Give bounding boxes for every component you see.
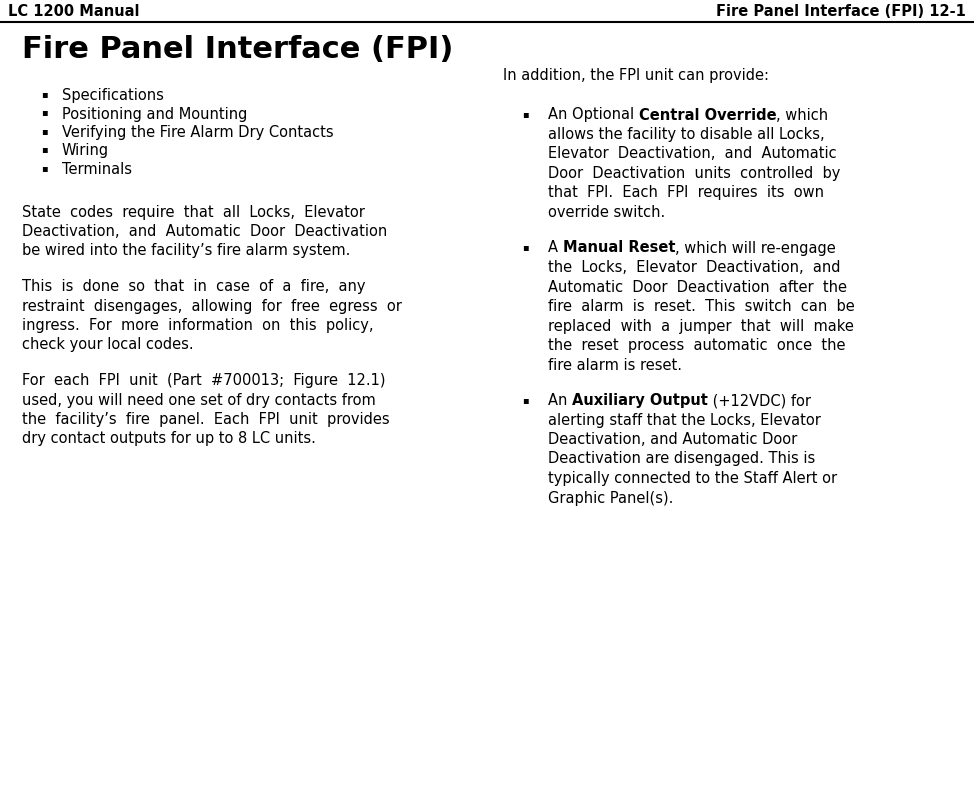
Text: Manual Reset: Manual Reset	[563, 241, 675, 255]
Text: (+12VDC) for: (+12VDC) for	[708, 393, 811, 408]
Text: Automatic  Door  Deactivation  after  the: Automatic Door Deactivation after the	[548, 280, 847, 294]
Text: Fire Panel Interface (FPI): Fire Panel Interface (FPI)	[22, 35, 453, 64]
Text: , which will re-engage: , which will re-engage	[675, 241, 836, 255]
Text: Deactivation,  and  Automatic  Door  Deactivation: Deactivation, and Automatic Door Deactiv…	[22, 224, 388, 239]
Text: For  each  FPI  unit  (Part  #700013;  Figure  12.1): For each FPI unit (Part #700013; Figure …	[22, 373, 386, 388]
Text: typically connected to the Staff Alert or: typically connected to the Staff Alert o…	[548, 471, 837, 486]
Text: the  facility’s  fire  panel.  Each  FPI  unit  provides: the facility’s fire panel. Each FPI unit…	[22, 412, 390, 427]
Text: This  is  done  so  that  in  case  of  a  fire,  any: This is done so that in case of a fire, …	[22, 279, 365, 294]
Text: ▪: ▪	[522, 242, 528, 252]
Text: Elevator  Deactivation,  and  Automatic: Elevator Deactivation, and Automatic	[548, 146, 837, 162]
Text: Door  Deactivation  units  controlled  by: Door Deactivation units controlled by	[548, 166, 841, 181]
Text: override switch.: override switch.	[548, 205, 665, 220]
Text: Specifications: Specifications	[62, 88, 164, 103]
Text: the  Locks,  Elevator  Deactivation,  and: the Locks, Elevator Deactivation, and	[548, 260, 841, 275]
Text: ▪: ▪	[41, 89, 48, 99]
Text: State  codes  require  that  all  Locks,  Elevator: State codes require that all Locks, Elev…	[22, 204, 365, 220]
Text: fire  alarm  is  reset.  This  switch  can  be: fire alarm is reset. This switch can be	[548, 299, 855, 314]
Text: ▪: ▪	[522, 395, 528, 405]
Text: ▪: ▪	[41, 107, 48, 117]
Text: Graphic Panel(s).: Graphic Panel(s).	[548, 490, 673, 506]
Text: fire alarm is reset.: fire alarm is reset.	[548, 357, 682, 372]
Text: be wired into the facility’s fire alarm system.: be wired into the facility’s fire alarm …	[22, 243, 351, 259]
Text: Verifying the Fire Alarm Dry Contacts: Verifying the Fire Alarm Dry Contacts	[62, 125, 334, 140]
Text: alerting staff that the Locks, Elevator: alerting staff that the Locks, Elevator	[548, 413, 821, 427]
Text: Central Override: Central Override	[639, 107, 776, 123]
Text: Deactivation are disengaged. This is: Deactivation are disengaged. This is	[548, 452, 815, 466]
Text: ▪: ▪	[41, 145, 48, 154]
Text: A: A	[548, 241, 563, 255]
Text: LC 1200 Manual: LC 1200 Manual	[8, 4, 139, 19]
Text: Auxiliary Output: Auxiliary Output	[572, 393, 708, 408]
Text: Deactivation, and Automatic Door: Deactivation, and Automatic Door	[548, 432, 798, 447]
Text: check your local codes.: check your local codes.	[22, 338, 194, 352]
Text: An: An	[548, 393, 572, 408]
Text: ▪: ▪	[41, 126, 48, 136]
Text: the  reset  process  automatic  once  the: the reset process automatic once the	[548, 338, 845, 353]
Text: Positioning and Mounting: Positioning and Mounting	[62, 107, 247, 121]
Text: ▪: ▪	[41, 163, 48, 173]
Text: that  FPI.  Each  FPI  requires  its  own: that FPI. Each FPI requires its own	[548, 186, 824, 200]
Text: allows the facility to disable all Locks,: allows the facility to disable all Locks…	[548, 127, 825, 142]
Text: ▪: ▪	[522, 110, 528, 120]
Text: replaced  with  a  jumper  that  will  make: replaced with a jumper that will make	[548, 318, 854, 334]
Text: Terminals: Terminals	[62, 162, 132, 177]
Text: An Optional: An Optional	[548, 107, 639, 123]
Text: restraint  disengages,  allowing  for  free  egress  or: restraint disengages, allowing for free …	[22, 298, 402, 314]
Text: , which: , which	[776, 107, 829, 123]
Text: In addition, the FPI unit can provide:: In addition, the FPI unit can provide:	[503, 68, 769, 83]
Text: ingress.  For  more  information  on  this  policy,: ingress. For more information on this po…	[22, 318, 373, 333]
Text: used, you will need one set of dry contacts from: used, you will need one set of dry conta…	[22, 393, 376, 407]
Text: Wiring: Wiring	[62, 144, 109, 158]
Text: dry contact outputs for up to 8 LC units.: dry contact outputs for up to 8 LC units…	[22, 431, 316, 447]
Text: Fire Panel Interface (FPI) 12-1: Fire Panel Interface (FPI) 12-1	[716, 4, 966, 19]
